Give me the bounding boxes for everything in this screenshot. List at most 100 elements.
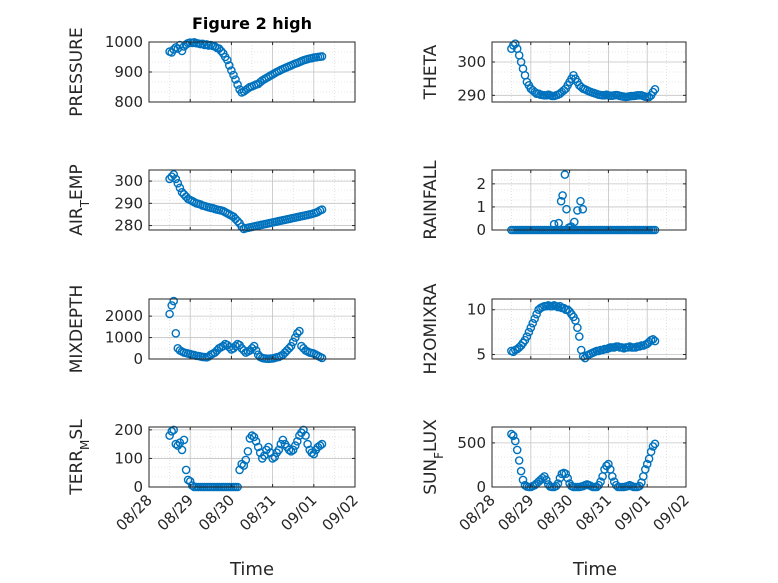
- data-point: [167, 172, 176, 181]
- data-point: [510, 39, 520, 49]
- data-point: [171, 174, 181, 184]
- data-point: [268, 454, 277, 463]
- y-axis-label: SUNFLUX: [421, 419, 446, 495]
- data-point: [641, 465, 650, 474]
- data-point: [556, 196, 566, 206]
- data-point: [301, 431, 310, 440]
- y-axis-label: H2OMIXRA: [421, 283, 441, 374]
- data-point: [560, 170, 570, 179]
- data-point: [578, 204, 588, 214]
- y-tick-label: 2000: [105, 307, 143, 325]
- data-point: [512, 445, 522, 455]
- subplot-rainfall: 0 1 2 RAINFALL: [421, 160, 687, 240]
- data-point: [243, 446, 253, 456]
- data-point: [233, 80, 242, 89]
- data-point: [227, 66, 236, 75]
- data-point: [286, 446, 296, 456]
- data-point: [231, 75, 240, 84]
- data-point: [224, 342, 234, 352]
- data-point: [561, 469, 571, 479]
- data-point: [177, 445, 187, 455]
- data-point: [167, 426, 176, 436]
- data-point: [216, 46, 226, 56]
- data-markers: [165, 38, 327, 97]
- y-tick-label: 0: [476, 221, 486, 239]
- data-point: [604, 459, 613, 469]
- data-point: [290, 333, 300, 342]
- data-point: [169, 45, 178, 54]
- data-point: [650, 336, 660, 346]
- data-point: [239, 461, 249, 470]
- y-tick-label: 290: [114, 194, 143, 212]
- data-point: [576, 196, 585, 206]
- data-point: [538, 473, 547, 483]
- axes-box: [491, 298, 687, 360]
- x-tick-label: 08/29: [154, 491, 197, 534]
- y-tick-label: 1000: [105, 33, 143, 51]
- data-point: [247, 431, 257, 440]
- data-point: [549, 219, 559, 229]
- data-point: [516, 466, 526, 476]
- x-tick-label: 08/30: [195, 491, 238, 534]
- x-tick-label: 08/29: [494, 491, 537, 534]
- data-point: [187, 481, 197, 490]
- axes-box: [491, 41, 687, 103]
- y-tick-label: 280: [114, 217, 143, 235]
- y-axis-label: RAINFALL: [421, 160, 441, 240]
- x-tick-label: 09/02: [319, 491, 362, 534]
- data-point: [278, 435, 288, 445]
- data-point: [239, 346, 249, 355]
- axes-box: [491, 426, 687, 488]
- subplot-theta: 290 300 THETA: [421, 39, 687, 104]
- data-point: [270, 452, 280, 462]
- x-tick-label: 08/31: [236, 491, 279, 534]
- data-point: [532, 309, 541, 319]
- x-tick-label: 08/28: [113, 491, 156, 534]
- data-point: [181, 465, 191, 475]
- data-point: [295, 326, 304, 336]
- y-tick-label: 300: [114, 172, 143, 190]
- grid: [491, 169, 687, 231]
- subplot-pressure: 800 900 1000 PRESSURE: [67, 27, 356, 117]
- data-point: [175, 183, 185, 193]
- data-point: [177, 46, 187, 56]
- data-point: [562, 204, 571, 214]
- x-tick-label: 08/30: [533, 491, 576, 534]
- data-point: [299, 425, 308, 435]
- data-point: [514, 456, 524, 465]
- data-point: [183, 475, 193, 485]
- y-tick-label: 900: [114, 63, 143, 81]
- y-axis-label: PRESSURE: [67, 27, 87, 116]
- data-point: [241, 455, 251, 465]
- x-tick-label: 08/28: [456, 491, 499, 534]
- data-markers: [507, 300, 660, 363]
- data-point: [169, 296, 178, 306]
- y-axis-label: THETA: [421, 44, 441, 100]
- data-point: [648, 334, 658, 344]
- data-point: [317, 353, 327, 363]
- data-point: [247, 343, 257, 353]
- data-point: [518, 475, 528, 485]
- data-point: [284, 445, 294, 455]
- y-tick-label: 0: [133, 350, 143, 368]
- data-point: [608, 472, 617, 481]
- data-point: [554, 218, 564, 228]
- data-markers: [165, 296, 327, 364]
- y-tick-label: 800: [114, 93, 143, 111]
- data-point: [573, 323, 582, 333]
- axes-box: [148, 426, 356, 488]
- data-point: [313, 207, 323, 217]
- y-tick-label: 290: [457, 86, 486, 104]
- data-point: [249, 341, 259, 351]
- data-point: [303, 439, 312, 449]
- data-point: [173, 178, 183, 188]
- data-point: [507, 429, 516, 439]
- y-tick-label: 1: [476, 198, 486, 216]
- x-tick-label: 09/01: [277, 491, 320, 534]
- y-tick-label: 1000: [105, 329, 143, 347]
- data-point: [169, 170, 178, 179]
- data-point: [650, 439, 660, 449]
- data-markers: [507, 39, 660, 102]
- data-point: [253, 442, 263, 452]
